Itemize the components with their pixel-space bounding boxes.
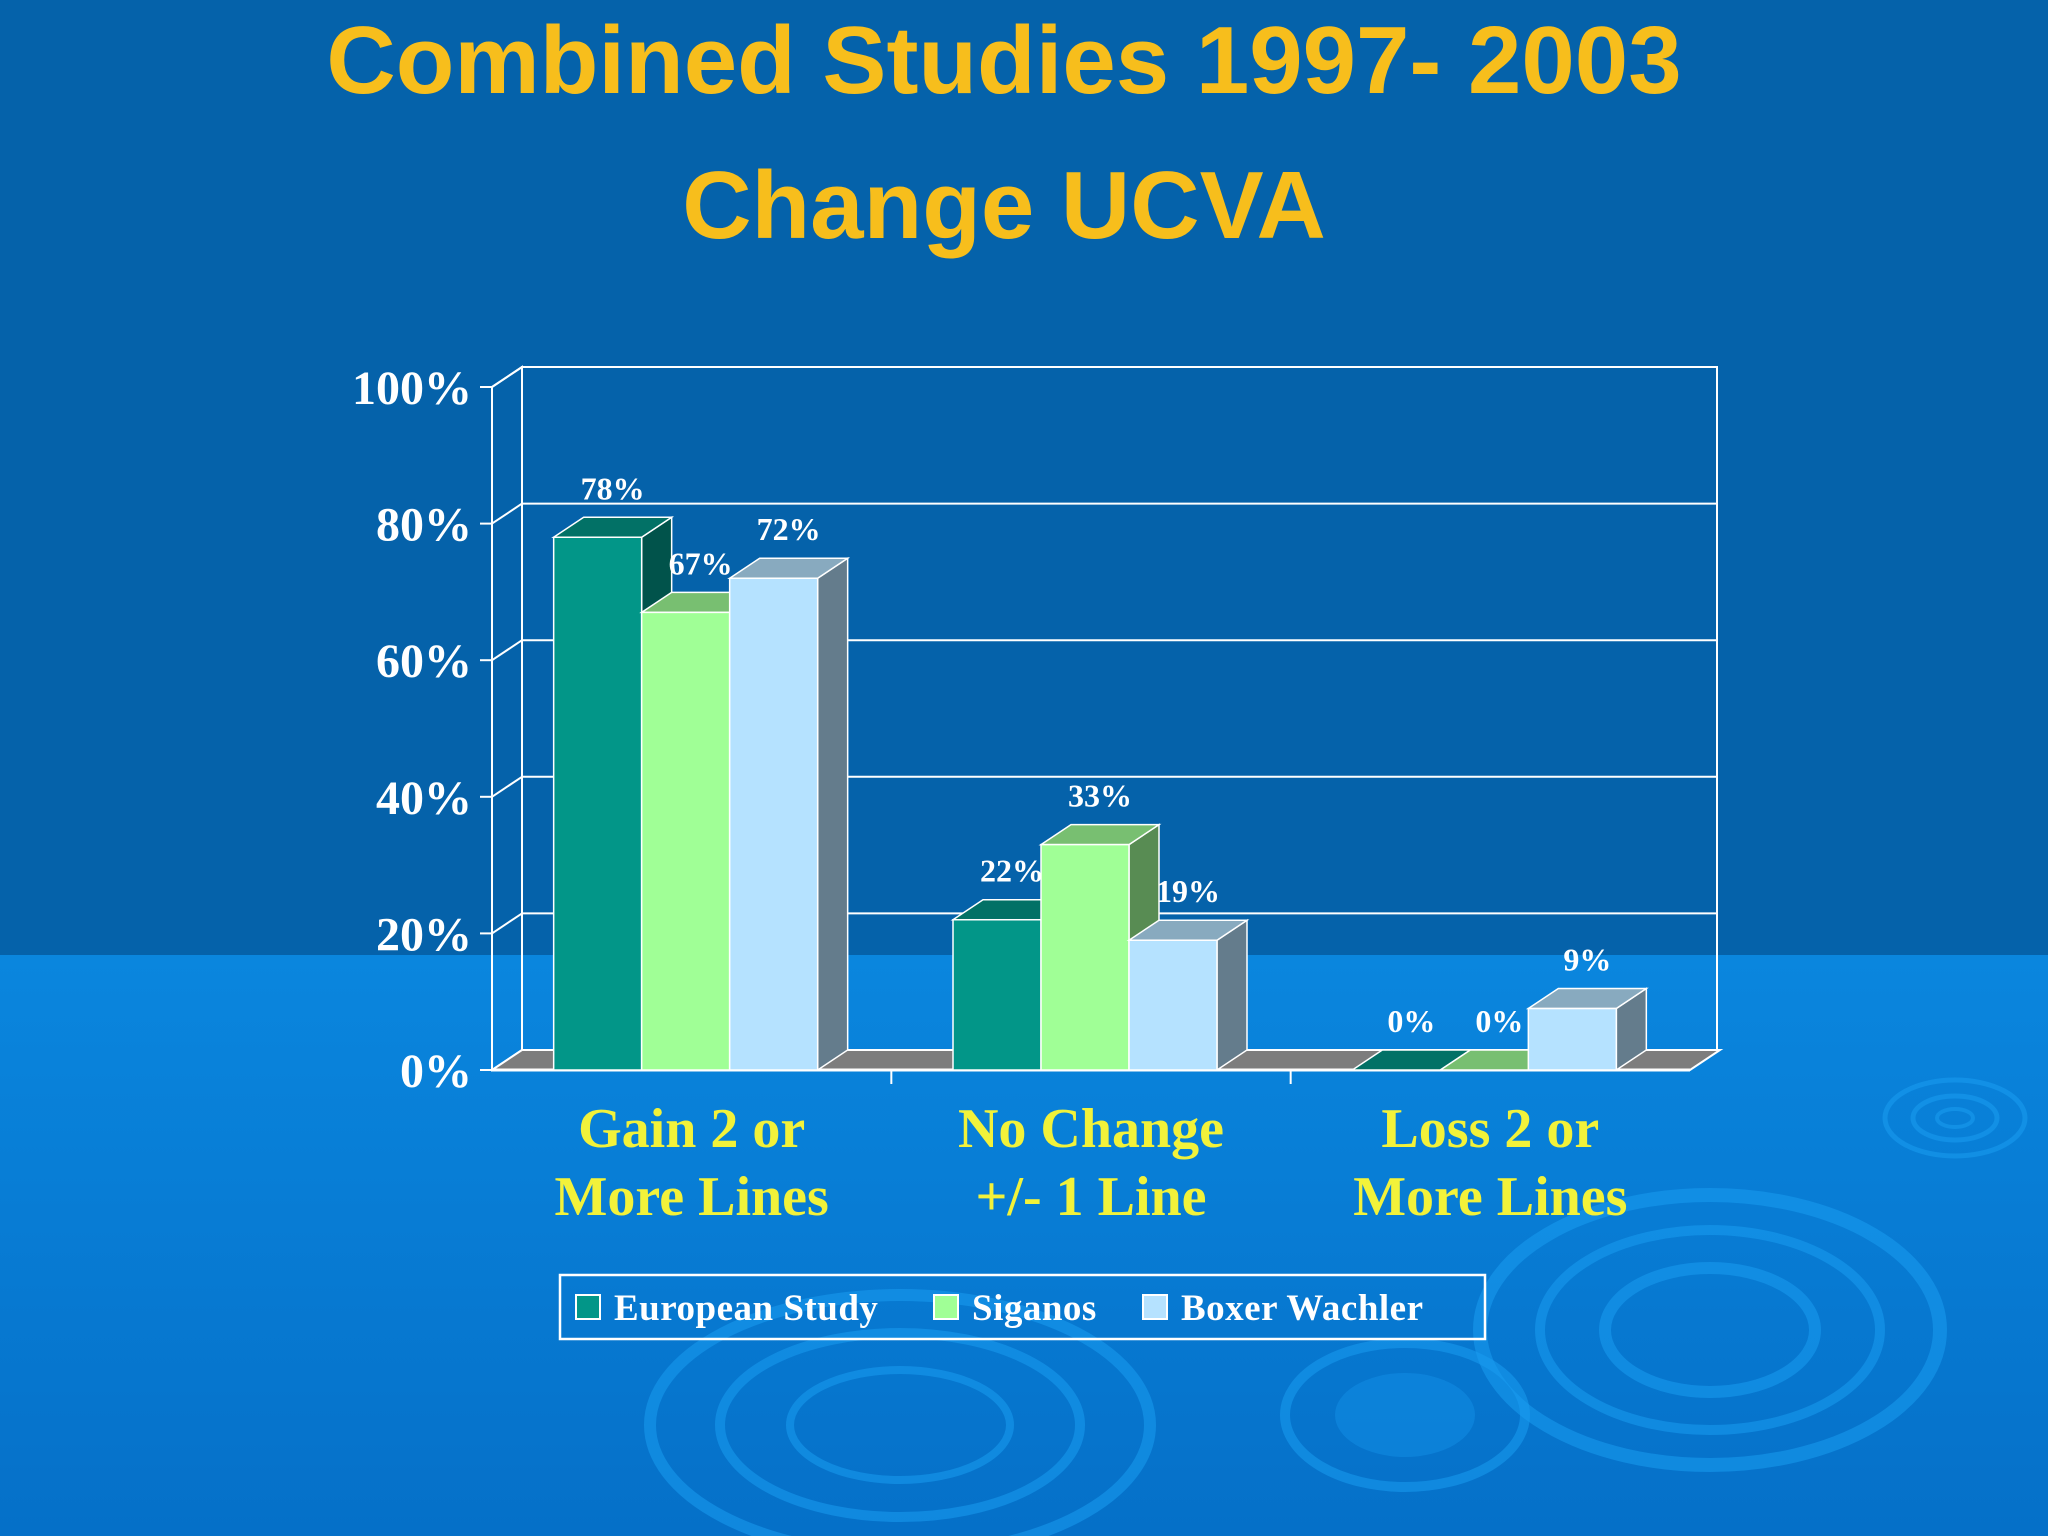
gridline-side [491,366,523,388]
bar-boxer-wachler [1126,918,1250,1072]
legend-swatch [933,1294,959,1320]
bar-front [1040,843,1130,1071]
data-label: 0% [1475,1003,1523,1039]
y-tick-label: 100% [352,362,472,415]
data-label: 72% [757,511,821,547]
legend-label: Siganos [972,1288,1097,1329]
bar-boxer-wachler [727,556,851,1072]
data-label: 78% [581,470,645,506]
category-label: Gain 2 or [578,1098,805,1160]
y-tick-label: 80% [376,499,472,552]
y-tick-label: 20% [376,908,472,961]
y-axis: 0% 20% 40% 60% 80% 100% [352,362,1690,1098]
gridline-side [491,775,523,798]
bar-front [952,918,1042,1071]
legend-swatch [575,1294,601,1320]
y-tick-label: 0% [400,1045,472,1098]
legend-label: European Study [614,1288,878,1329]
bar-front [640,611,731,1071]
y-tick-label: 60% [376,635,472,688]
bar-boxer-wachler [1525,987,1649,1072]
legend-box [558,1273,1487,1341]
bar-side [1216,918,1248,1072]
data-labels: 78% 67% 72% 22% 33% 19% 0% 0% 9% [581,470,1612,1039]
data-label: 19% [1156,873,1220,909]
bar-front [1128,939,1218,1071]
data-label: 22% [980,853,1044,889]
y-tick-label: 40% [376,772,472,825]
legend-swatch [1142,1294,1168,1320]
data-label: 9% [1563,942,1611,978]
bar-front [1527,1007,1618,1071]
data-label: 0% [1387,1003,1435,1039]
bar-front [552,536,643,1071]
legend-label: Boxer Wachler [1181,1288,1424,1329]
gridline-side [491,639,523,662]
chart-bars [551,515,1649,1072]
slide-title: Combined Studies 1997- 2003 [326,7,1682,114]
category-label: Loss 2 or [1381,1098,1599,1160]
gridline-side [491,502,523,525]
category-label: More Lines [1353,1166,1627,1228]
ripple-decoration [644,1077,2028,1536]
category-label: +/- 1 Line [975,1166,1206,1228]
bar-side [816,556,849,1072]
slide-subtitle: Change UCVA [682,152,1326,259]
category-label: No Change [958,1098,1224,1160]
gridline-side [491,912,523,935]
bar-front [728,577,819,1071]
legend: European Study Siganos Boxer Wachler [558,1273,1487,1341]
category-label: More Lines [555,1166,829,1228]
data-label: 67% [669,545,733,581]
data-label: 33% [1068,778,1132,814]
side-wall [491,365,523,1072]
